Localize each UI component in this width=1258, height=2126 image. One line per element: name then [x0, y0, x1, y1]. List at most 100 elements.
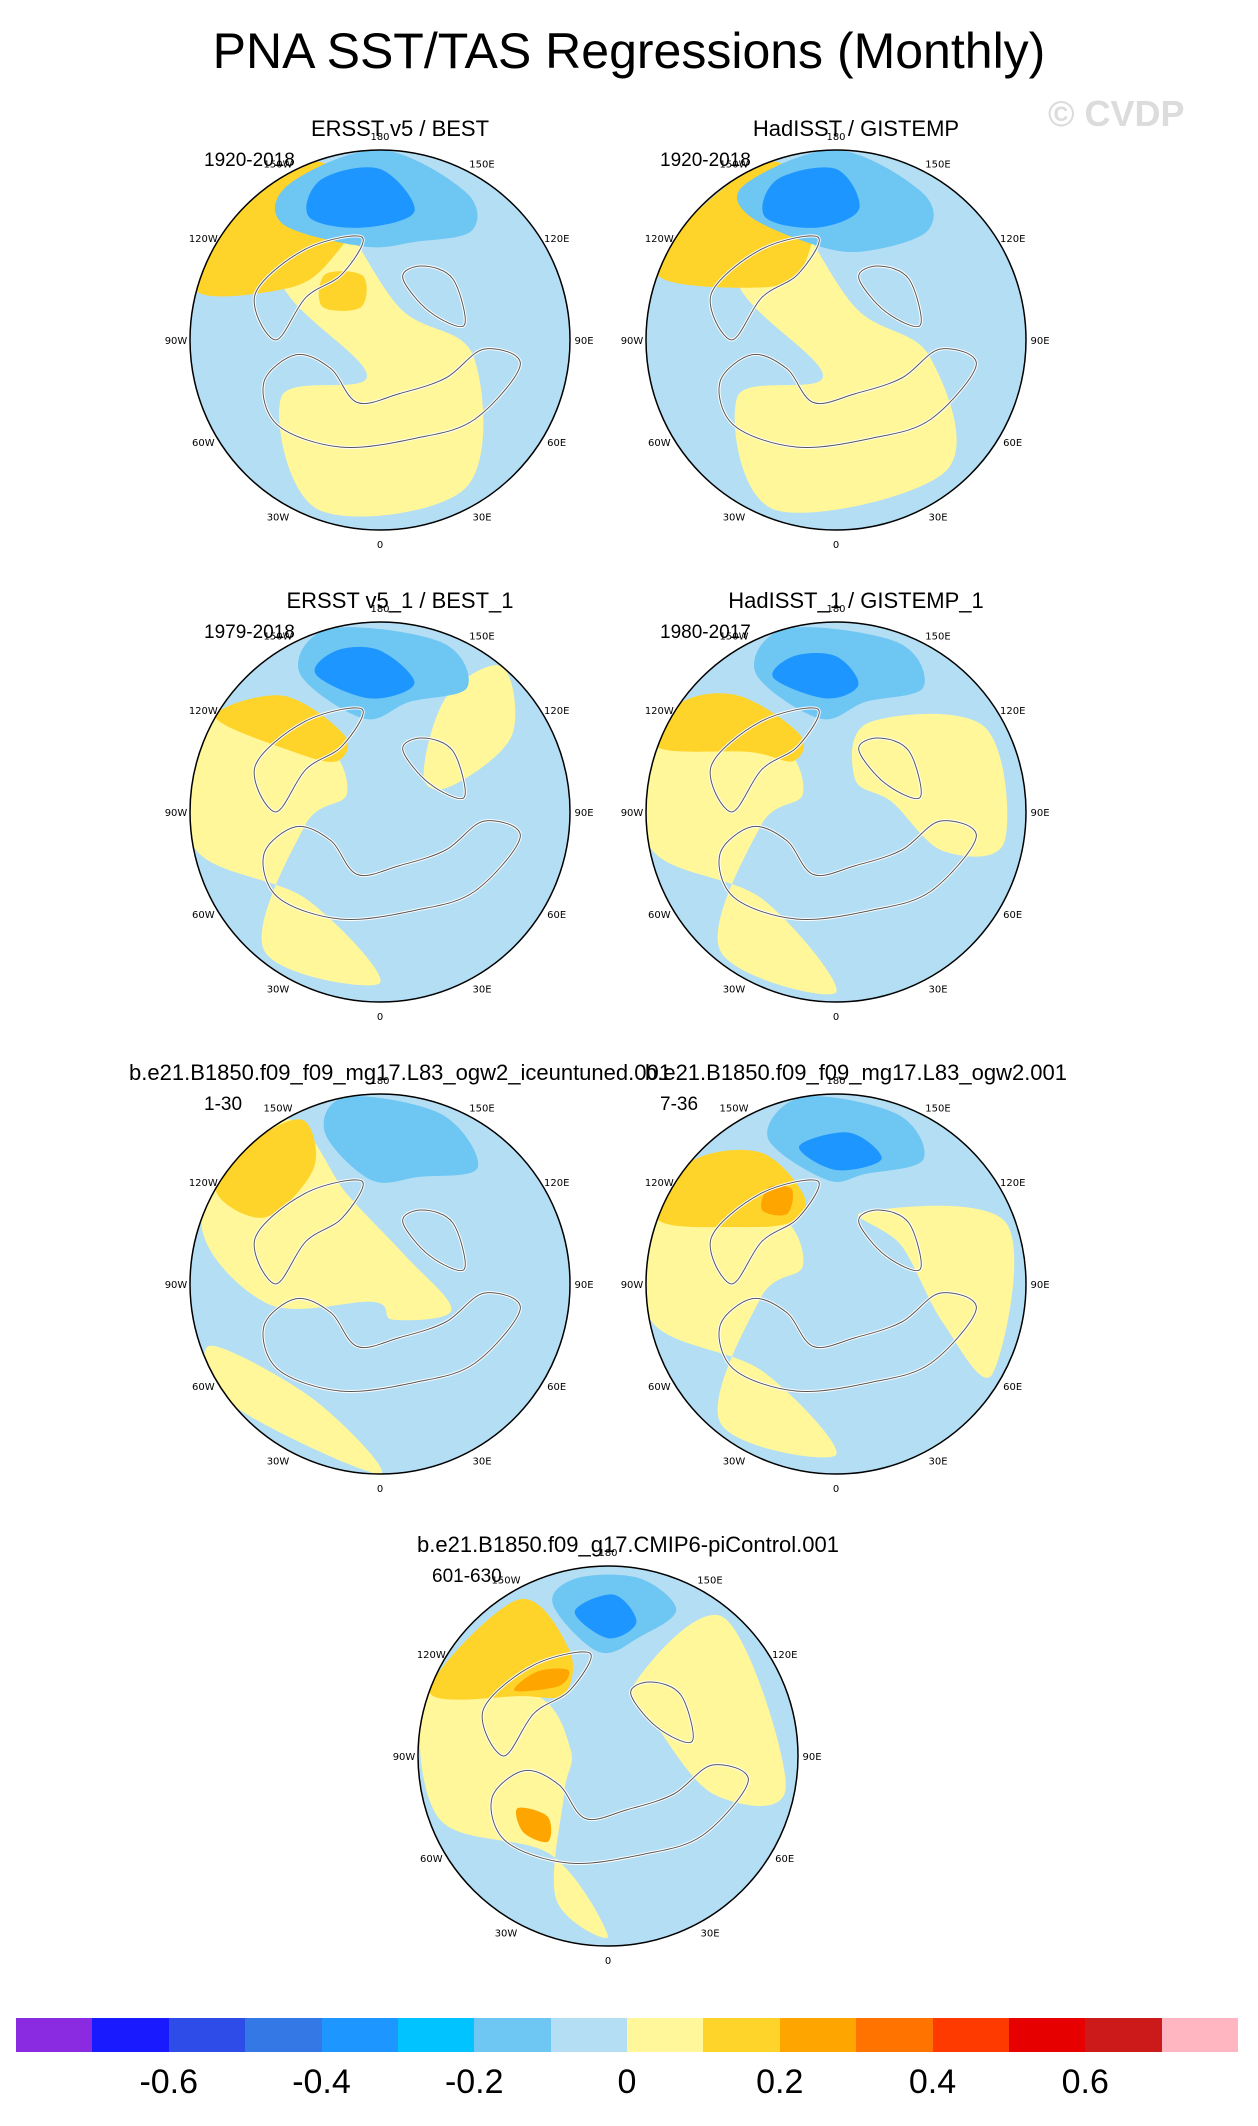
longitude-label: 150W: [264, 631, 293, 642]
longitude-label: 180: [826, 604, 845, 615]
anomaly-region: [654, 693, 805, 762]
longitude-label: 120W: [645, 234, 674, 245]
continent-outline: [253, 707, 364, 813]
colorbar-tick-label: 0.4: [908, 2063, 957, 2101]
map-panel-6: 180 150E 120E 90E 60E 30E 0 30W 60W 90W 120W 150W b…: [621, 1060, 1067, 1495]
colorbar-box: [92, 2018, 169, 2052]
continent-outline: [709, 707, 820, 813]
continent-outline: [262, 1292, 521, 1392]
map-panel-2: 180 150E 120E 90E 60E 30E 0 30W 60W 90W 120W 150W H…: [621, 116, 1066, 551]
anomaly-region: [419, 1680, 609, 1939]
longitude-label: 60W: [192, 910, 215, 921]
longitude-label: 150E: [697, 1575, 722, 1586]
cvdp-watermark: © CVDP: [1048, 93, 1185, 134]
colorbar-box: [168, 2018, 246, 2052]
polar-map: 180 150E 120E 90E 60E 30E 0 30W 60W 90W 120W 150W: [621, 1076, 1050, 1495]
colorbar: [16, 2018, 1238, 2052]
anomaly-region: [318, 271, 367, 311]
continent-outline: [709, 235, 820, 341]
longitude-label: 150E: [925, 631, 950, 642]
colorbar-tick-label: 0: [617, 2063, 637, 2101]
longitude-label: 150W: [492, 1575, 521, 1586]
longitude-label: 120E: [1000, 706, 1025, 717]
longitude-label: 90E: [802, 1752, 821, 1763]
anomaly-region: [306, 167, 415, 228]
panel-title: ERSST v5_1 / BEST_1: [286, 588, 514, 613]
figure-title: PNA SST/TAS Regressions (Monthly): [212, 23, 1046, 79]
panel-period: 7-36: [660, 1094, 699, 1115]
longitude-label: 90W: [621, 336, 644, 347]
longitude-label: 30W: [267, 985, 290, 996]
longitude-label: 60E: [1003, 1382, 1022, 1393]
anomaly-region: [646, 711, 837, 995]
polar-map: 180 150E 120E 90E 60E 30E 0 30W 60W 90W 120W 150W: [165, 1076, 594, 1495]
longitude-label: 150E: [925, 1103, 950, 1114]
longitude-label: 0: [605, 1956, 611, 1967]
colorbar-box: [1161, 2018, 1238, 2052]
anomaly-region: [314, 646, 415, 699]
longitude-label: 30W: [723, 513, 746, 524]
anomaly-region: [646, 1183, 837, 1458]
longitude-label: 120W: [417, 1650, 446, 1661]
map-border: [645, 1093, 1027, 1475]
longitude-label: 60E: [547, 1382, 566, 1393]
panel-period: 1920-2018: [660, 150, 751, 171]
continent-outline: [402, 265, 466, 327]
panel-title: ERSST v5 / BEST: [310, 116, 490, 141]
longitude-label: 90W: [165, 336, 188, 347]
longitude-label: 30E: [928, 1457, 947, 1468]
colorbar-box: [321, 2018, 398, 2052]
colorbar-box: [856, 2018, 933, 2052]
continent-outline: [858, 737, 922, 799]
continent-outline: [262, 348, 521, 448]
longitude-label: 120W: [645, 706, 674, 717]
map-panel-5: 180 150E 120E 90E 60E 30E 0 30W 60W 90W 120W 150W b…: [129, 1060, 671, 1495]
longitude-label: 30E: [472, 513, 491, 524]
continent-outline: [858, 265, 922, 327]
polar-map: 180 150E 120E 90E 60E 30E 0 30W 60W 90W 120W 150W: [393, 1548, 822, 1967]
polar-map: 180 150E 120E 90E 60E 30E 0 30W 60W 90W 120W 150W: [621, 604, 1050, 1023]
longitude-label: 180: [826, 132, 845, 143]
longitude-label: 60W: [192, 438, 215, 449]
anomaly-region: [630, 1614, 786, 1807]
map-border: [189, 1093, 571, 1475]
longitude-label: 120W: [189, 234, 218, 245]
longitude-label: 60W: [648, 438, 671, 449]
longitude-label: 180: [826, 1076, 845, 1087]
longitude-label: 30E: [472, 1457, 491, 1468]
anomaly-region: [798, 1132, 882, 1171]
anomaly-region: [190, 711, 381, 986]
longitude-label: 60E: [1003, 438, 1022, 449]
longitude-label: 180: [370, 1076, 389, 1087]
continent-outline: [718, 348, 977, 448]
colorbar-box: [245, 2018, 322, 2052]
continent-outline: [858, 1209, 922, 1271]
longitude-label: 90E: [574, 336, 593, 347]
continent-outline: [402, 737, 466, 799]
longitude-label: 180: [370, 132, 389, 143]
longitude-label: 150E: [925, 159, 950, 170]
anomaly-region: [851, 713, 1008, 857]
longitude-label: 120E: [544, 706, 569, 717]
longitude-label: 30W: [267, 1457, 290, 1468]
panel-period: 1920-2018: [204, 150, 295, 171]
panel-title: b.e21.B1850.f09_f09_mg17.L83_ogw2_iceunt…: [129, 1060, 671, 1085]
colorbar-box: [627, 2018, 704, 2052]
map-border: [189, 149, 571, 531]
longitude-label: 30W: [723, 985, 746, 996]
longitude-label: 60E: [775, 1854, 794, 1865]
colorbar-tick-label: -0.6: [139, 2063, 199, 2101]
longitude-label: 150E: [469, 631, 494, 642]
longitude-label: 90W: [165, 1280, 188, 1291]
longitude-label: 120E: [544, 234, 569, 245]
colorbar-labels: -0.6 -0.4 -0.2 0 0.2 0.4 0.6: [16, 2062, 1238, 2102]
colorbar-box: [474, 2018, 551, 2052]
continent-outline: [253, 1179, 364, 1285]
anomaly-region: [514, 1668, 570, 1692]
map-panel-1: 180 150E 120E 90E 60E 30E 0 30W 60W 90W 120W 150W E…: [165, 116, 610, 551]
polar-map: 180 150E 120E 90E 60E 30E 0 30W 60W 90W 120W 150W: [165, 132, 594, 551]
longitude-label: 90E: [1030, 336, 1049, 347]
colorbar-box: [703, 2018, 780, 2052]
colorbar-box: [932, 2018, 1009, 2052]
continent-outline: [481, 1651, 592, 1757]
